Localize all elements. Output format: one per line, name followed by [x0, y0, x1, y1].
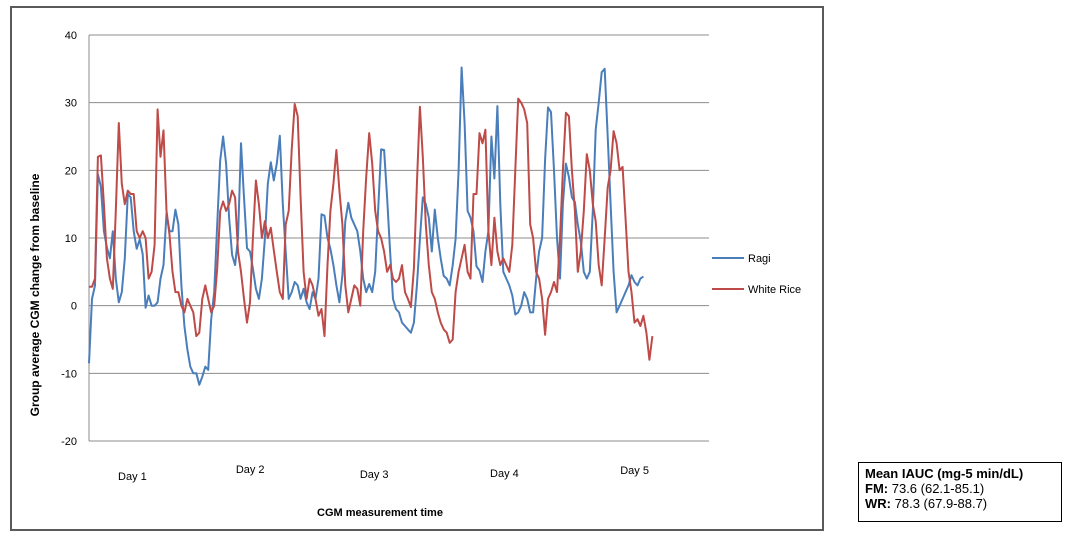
wr-row: WR: 78.3 (67.9-88.7)	[865, 496, 1055, 511]
mean-iauc-box: Mean IAUC (mg-5 min/dL) FM: 73.6 (62.1-8…	[858, 462, 1062, 522]
day-label: Day 4	[490, 468, 519, 480]
mean-iauc-title: Mean IAUC (mg-5 min/dL)	[865, 466, 1024, 481]
series-line-white-rice	[89, 97, 654, 361]
y-tick-label: 0	[71, 301, 77, 313]
day-label: Day 5	[620, 465, 649, 477]
chart-frame: -20 -10 0 10 20 30 40 Day 1 Day 2 Day 3 Day 4 Day …	[10, 6, 824, 531]
gridlines	[88, 34, 709, 442]
fm-label: FM:	[865, 481, 889, 496]
legend: Ragi White Rice	[712, 253, 801, 296]
day-label: Day 3	[360, 469, 389, 481]
legend-label-white-rice: White Rice	[748, 284, 801, 296]
y-tick-label: 20	[65, 165, 77, 177]
y-axis-title: Group average CGM change from baseline	[28, 173, 42, 416]
wr-label: WR:	[865, 496, 891, 511]
series-lines	[88, 66, 654, 386]
legend-label-ragi: Ragi	[748, 253, 771, 265]
day-label: Day 1	[118, 471, 147, 483]
x-axis-title: CGM measurement time	[317, 507, 443, 519]
y-tick-label: 40	[65, 30, 77, 42]
y-tick-label: -20	[61, 436, 77, 448]
series-line-ragi	[88, 66, 644, 386]
wr-value: 78.3 (67.9-88.7)	[894, 496, 988, 511]
y-tick-label: 30	[65, 98, 77, 110]
x-day-labels: Day 1 Day 2 Day 3 Day 4 Day 5	[118, 464, 649, 483]
y-tick-label: 10	[65, 233, 77, 245]
fm-row: FM: 73.6 (62.1-85.1)	[865, 481, 1055, 496]
y-tick-label: -10	[61, 368, 77, 380]
fm-value: 73.6 (62.1-85.1)	[891, 481, 985, 496]
y-tick-labels: -20 -10 0 10 20 30 40	[61, 30, 77, 448]
day-label: Day 2	[236, 464, 265, 476]
